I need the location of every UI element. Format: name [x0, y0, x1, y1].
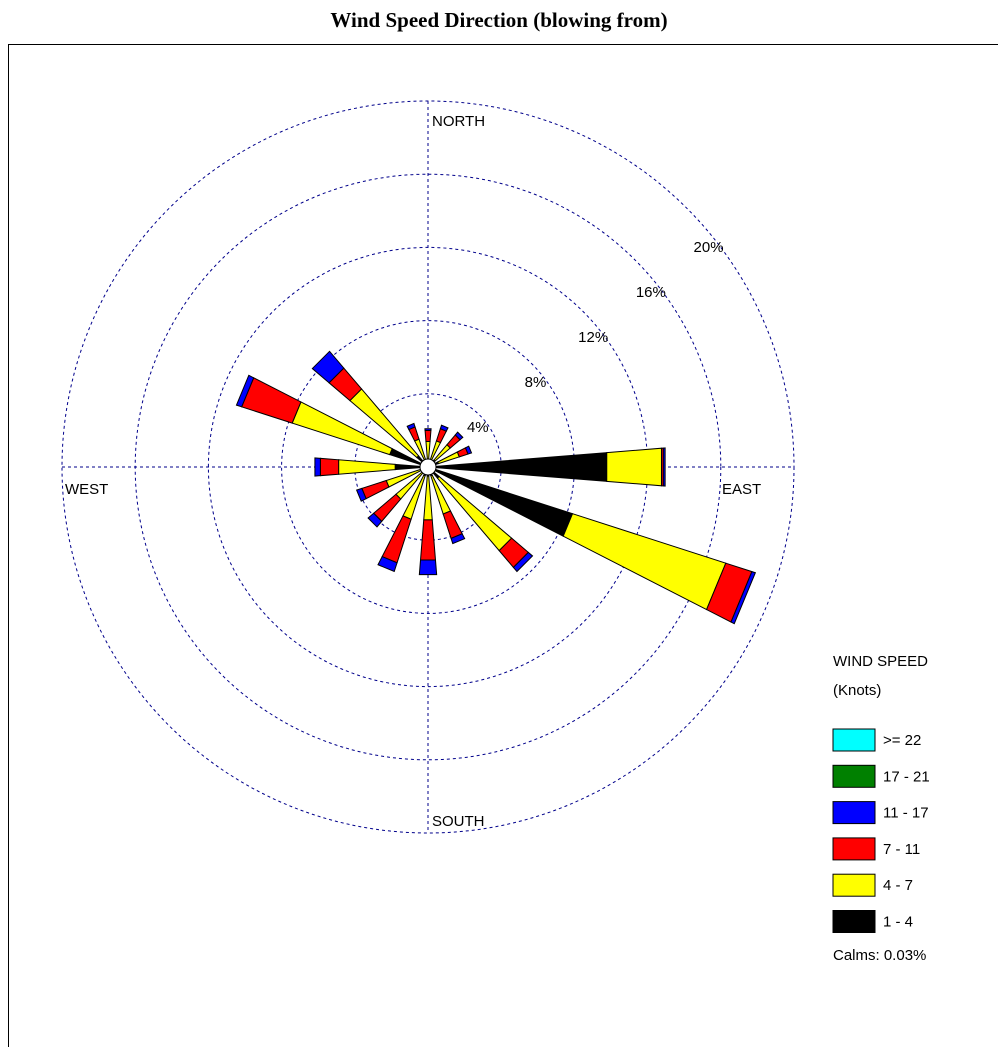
legend-subtitle: (Knots)	[833, 682, 881, 699]
compass-label: NORTH	[432, 113, 485, 130]
compass-label: EAST	[722, 481, 761, 498]
ring-label: 12%	[578, 329, 608, 346]
compass-label: SOUTH	[432, 813, 485, 830]
rose-segment	[662, 447, 666, 487]
ring-label: 16%	[636, 284, 666, 301]
calms-label: Calms: 0.03%	[833, 947, 926, 964]
rose-segment	[730, 571, 757, 625]
rose-segment	[235, 374, 255, 408]
legend-label: 11 - 17	[883, 805, 929, 822]
frame	[8, 44, 998, 1047]
ring-label: 4%	[467, 419, 489, 436]
rose-segment	[425, 440, 431, 461]
rose-segment	[562, 513, 727, 611]
rose-segment	[424, 430, 432, 442]
rose-segment	[355, 487, 367, 502]
compass-label: WEST	[65, 481, 108, 498]
rose-segment	[406, 422, 416, 431]
rose-segment	[319, 457, 340, 477]
rose-segment	[361, 479, 390, 500]
legend-swatch	[832, 837, 876, 861]
rose-segment	[381, 515, 412, 564]
legend-swatch	[832, 728, 876, 752]
rose-segment	[442, 510, 463, 540]
rose-segment	[454, 431, 464, 441]
rose-segment	[314, 457, 321, 477]
ring-label: 8%	[525, 374, 547, 391]
legend-label: 1 - 4	[883, 913, 913, 930]
rose-segment	[512, 551, 534, 573]
rose-segment	[367, 512, 383, 528]
rose-segment	[419, 519, 437, 561]
legend-swatch	[832, 801, 876, 825]
rose-segment	[464, 445, 473, 455]
legend-title: WIND SPEED	[833, 653, 928, 670]
rose-segment	[606, 447, 662, 487]
legend-label: 4 - 7	[883, 877, 913, 894]
legend-label: 17 - 21	[883, 768, 930, 785]
ring-label: 20%	[694, 239, 724, 256]
rose-segment	[424, 428, 432, 432]
legend-swatch	[832, 910, 876, 933]
rose-segment	[418, 559, 438, 576]
legend-swatch	[832, 873, 876, 897]
rose-segment	[377, 555, 398, 573]
chart-title: Wind Speed Direction (blowing from)	[330, 8, 667, 32]
legend-label: 7 - 11	[883, 841, 920, 858]
rose-segment	[450, 533, 466, 545]
rose-segment	[423, 475, 433, 521]
legend-label: >= 22	[883, 732, 921, 749]
rose-segment	[338, 459, 396, 475]
legend-swatch	[832, 764, 876, 788]
calm-circle	[419, 458, 437, 476]
rose-segment	[311, 350, 345, 384]
rose-segment	[439, 424, 449, 432]
